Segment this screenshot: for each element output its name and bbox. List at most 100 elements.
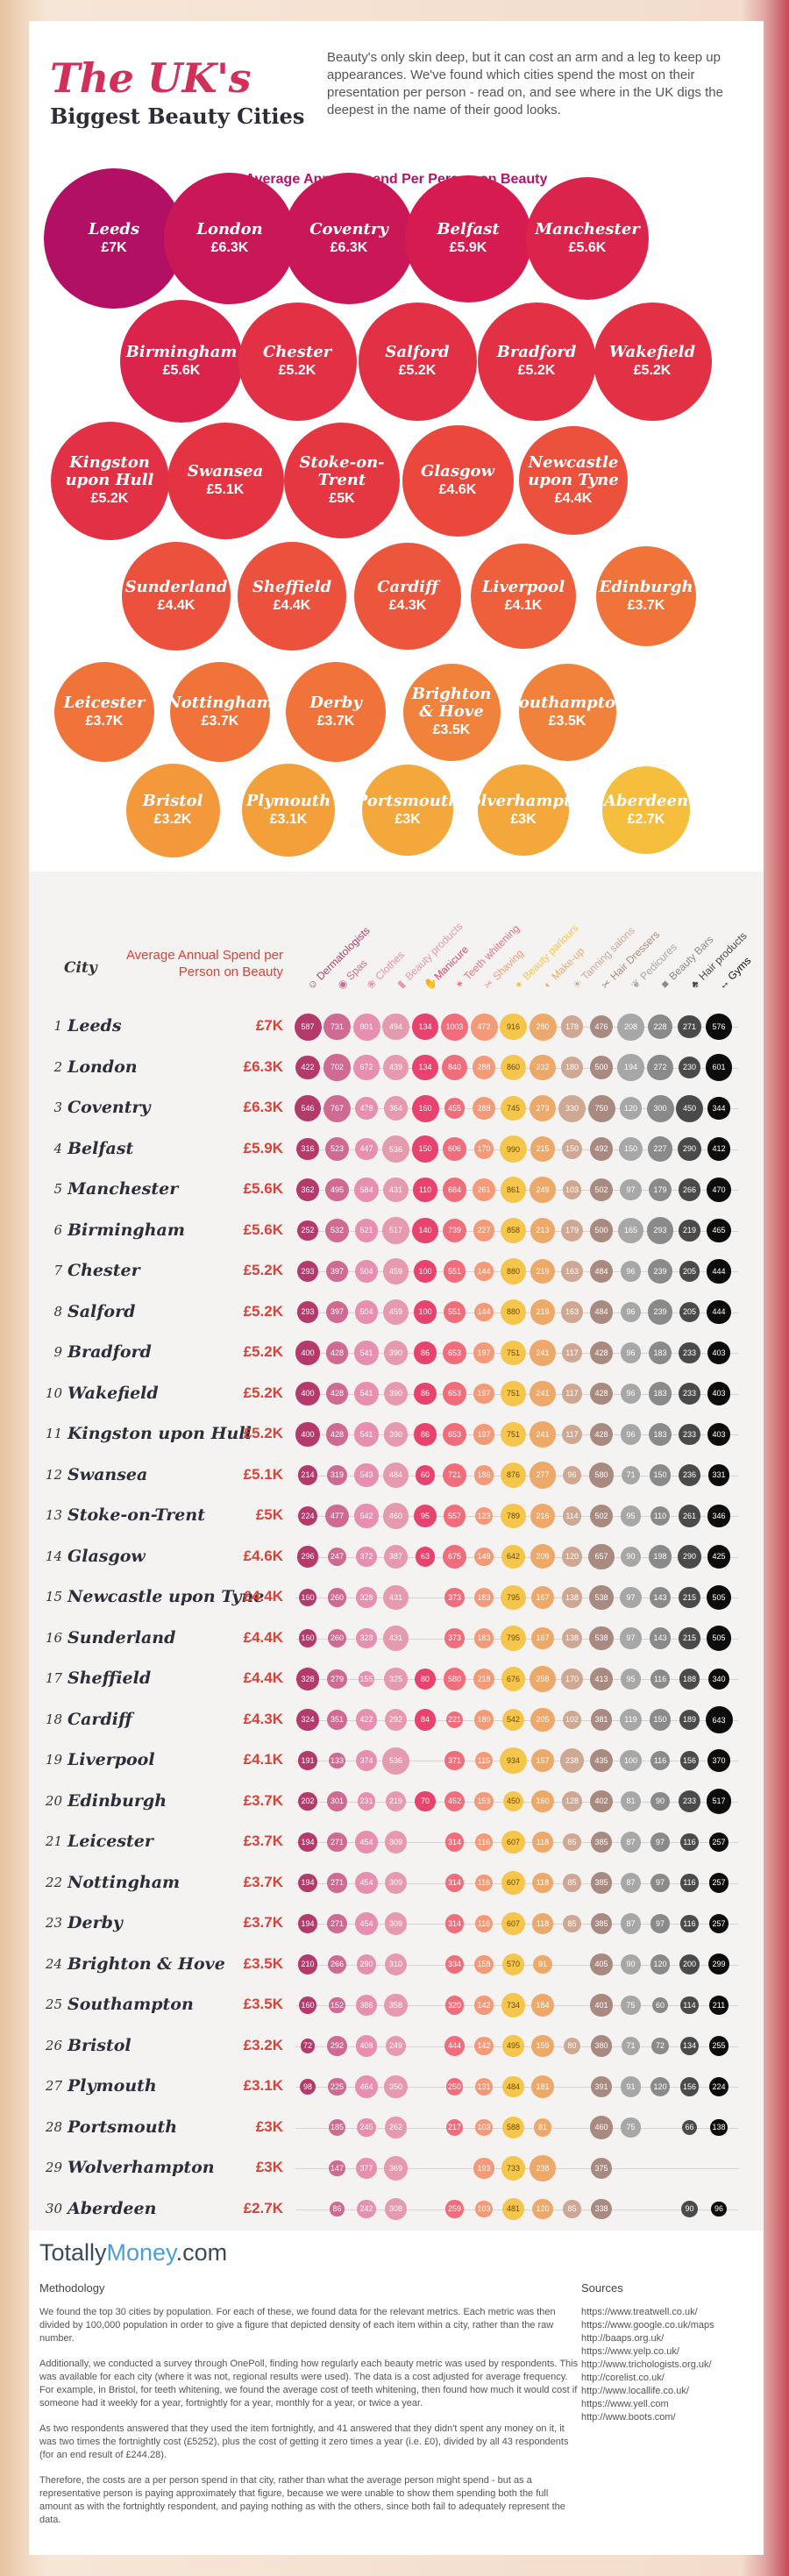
metric-dot: 751: [501, 1340, 526, 1366]
metric-dot: 435: [590, 1749, 613, 1772]
metric-dot: 385: [590, 1872, 613, 1894]
metric-dot: 120: [650, 2076, 671, 2097]
source-link[interactable]: http://www.locallife.co.uk/: [581, 2386, 689, 2396]
metric-dot: 459: [382, 1258, 409, 1284]
metric-dot: 180: [560, 1056, 584, 1079]
metric-dot: 390: [383, 1422, 409, 1447]
bubble-city-label: Liverpool: [481, 578, 565, 596]
metric-dot: 238: [530, 2155, 556, 2181]
metric-dot: 739: [442, 1218, 467, 1243]
table-row: 23 Derby £3.7K 194 271 454 309 314 116 607 118 85 38…: [29, 1904, 764, 1944]
metric-dot: 400: [295, 1422, 320, 1447]
metric-dot: 296: [296, 1546, 319, 1568]
metric-dot: 413: [590, 1668, 613, 1690]
metric-dot: 425: [707, 1545, 731, 1569]
metric-dot: 252: [297, 1220, 318, 1242]
metric-dot: 150: [411, 1135, 439, 1163]
source-link[interactable]: http://www.boots.com/: [581, 2412, 676, 2423]
metric-dot: 484: [589, 1300, 614, 1324]
source-link[interactable]: https://www.google.co.uk/maps: [581, 2320, 714, 2330]
rank-label: 7: [53, 1263, 62, 1278]
metric-dot: 120: [532, 2198, 553, 2220]
rank-label: 9: [53, 1344, 62, 1360]
spend-value: £4.1K: [243, 1751, 283, 1768]
metric-dot: 120: [650, 1954, 671, 1975]
rank-label: 8: [53, 1303, 62, 1320]
metric-dot: 431: [383, 1584, 409, 1611]
bubble-value-label: £3.7K: [85, 714, 124, 729]
bubble-8: Bradford £5.2K: [477, 302, 596, 421]
source-link[interactable]: https://www.yelp.co.uk/: [581, 2346, 679, 2357]
metric-dot: 249: [385, 2035, 407, 2057]
metric-dot: 71: [621, 1465, 641, 1485]
metric-dot: 444: [707, 1299, 731, 1325]
metric-dot: 801: [352, 1013, 380, 1041]
metric-dot: 241: [530, 1380, 556, 1407]
metric-dot: 492: [589, 1137, 614, 1161]
bubble-value-label: £5.2K: [517, 363, 556, 378]
rank-label: 24: [45, 1955, 62, 1972]
metric-dot: 350: [384, 2074, 408, 2099]
metric-dot: 158: [474, 1954, 494, 1975]
bubble-city-label: Swansea: [187, 462, 264, 480]
bubble-city-label: Stoke-on-Trent: [299, 453, 385, 489]
metric-dot: 293: [646, 1217, 674, 1244]
metric-dot: 97: [650, 1832, 670, 1852]
metric-dot: 110: [650, 1505, 671, 1526]
metric-dot: 328: [296, 1668, 319, 1690]
metric-dot: 86: [414, 1341, 437, 1364]
metric-dot: 538: [589, 1626, 614, 1651]
city-name: Brighton & Hove: [68, 1953, 225, 1974]
table-row: 14 Glasgow £4.6K 296 247 372 387 63 675 149 642 209…: [29, 1537, 764, 1577]
bubble-11: Swansea £5.1K: [167, 422, 284, 539]
metric-dot: 271: [327, 1873, 347, 1893]
metric-dot: 116: [680, 1874, 699, 1892]
bubble-value-label: £5.2K: [278, 363, 316, 378]
table-row: 2 London £6.3K 422 702 672 439 134 840 288 860 232 1…: [29, 1048, 764, 1088]
table-row: 21 Leicester £3.7K 194 271 454 309 314 116 607 118…: [29, 1822, 764, 1862]
metric-dot: 459: [382, 1299, 409, 1326]
spend-value: £3K: [255, 2159, 283, 2175]
rank-label: 3: [53, 1099, 62, 1115]
metric-dot: 684: [442, 1178, 467, 1202]
metric-dot: 95: [414, 1505, 437, 1527]
metric-dot: 180: [473, 1710, 494, 1730]
bubble-value-label: £2.7K: [627, 812, 665, 827]
source-link[interactable]: https://www.yell.com: [581, 2399, 669, 2409]
metric-dot: 147: [329, 2160, 345, 2177]
spend-value: £6.3K: [243, 1057, 283, 1075]
source-link[interactable]: http://corelist.co.uk/: [581, 2373, 665, 2383]
metric-dot: 369: [383, 2156, 409, 2181]
metric-dot: 346: [707, 1505, 730, 1527]
metric-dot: 219: [385, 1790, 407, 1812]
bubble-value-label: £5K: [329, 491, 355, 506]
metric-dot: 117: [562, 1424, 582, 1445]
metric-dot: 157: [531, 1749, 554, 1772]
city-name: Sunderland: [68, 1627, 176, 1647]
metric-dot: 422: [295, 1055, 320, 1080]
metric-dot: 66: [681, 2119, 698, 2136]
bubble-value-label: £4.1K: [504, 598, 543, 613]
rank-label: 18: [45, 1711, 62, 1727]
metric-dot: 543: [354, 1462, 379, 1488]
metric-dot: 85: [563, 2200, 581, 2218]
metric-dot: 260: [327, 1588, 347, 1607]
metric-dot: 403: [707, 1422, 731, 1447]
source-link[interactable]: http://www.trichologists.org.uk/: [581, 2359, 712, 2370]
bubble-city-label: Wakefield: [608, 343, 696, 361]
metric-dot: 580: [588, 1462, 615, 1488]
source-link[interactable]: http://baaps.org.uk/: [581, 2333, 665, 2344]
source-link[interactable]: https://www.treatwell.co.uk/: [581, 2307, 698, 2317]
rank-label: 16: [45, 1629, 62, 1646]
metric-dot: 400: [295, 1341, 320, 1365]
metric-dot: 325: [384, 1667, 408, 1691]
brand-logo[interactable]: TotallyMoney.com: [39, 2239, 228, 2266]
metric-dot: 133: [329, 1752, 345, 1769]
metric-dot: 134: [412, 1014, 438, 1040]
metric-dot: 232: [530, 1054, 556, 1080]
bubble-6: Chester £5.2K: [238, 302, 357, 421]
bubble-city-label: Edinburgh: [599, 578, 693, 596]
bubble-value-label: £3.7K: [627, 598, 665, 613]
bubble-city-label: Portsmouth: [355, 792, 460, 810]
metric-dot: 178: [560, 1015, 584, 1038]
